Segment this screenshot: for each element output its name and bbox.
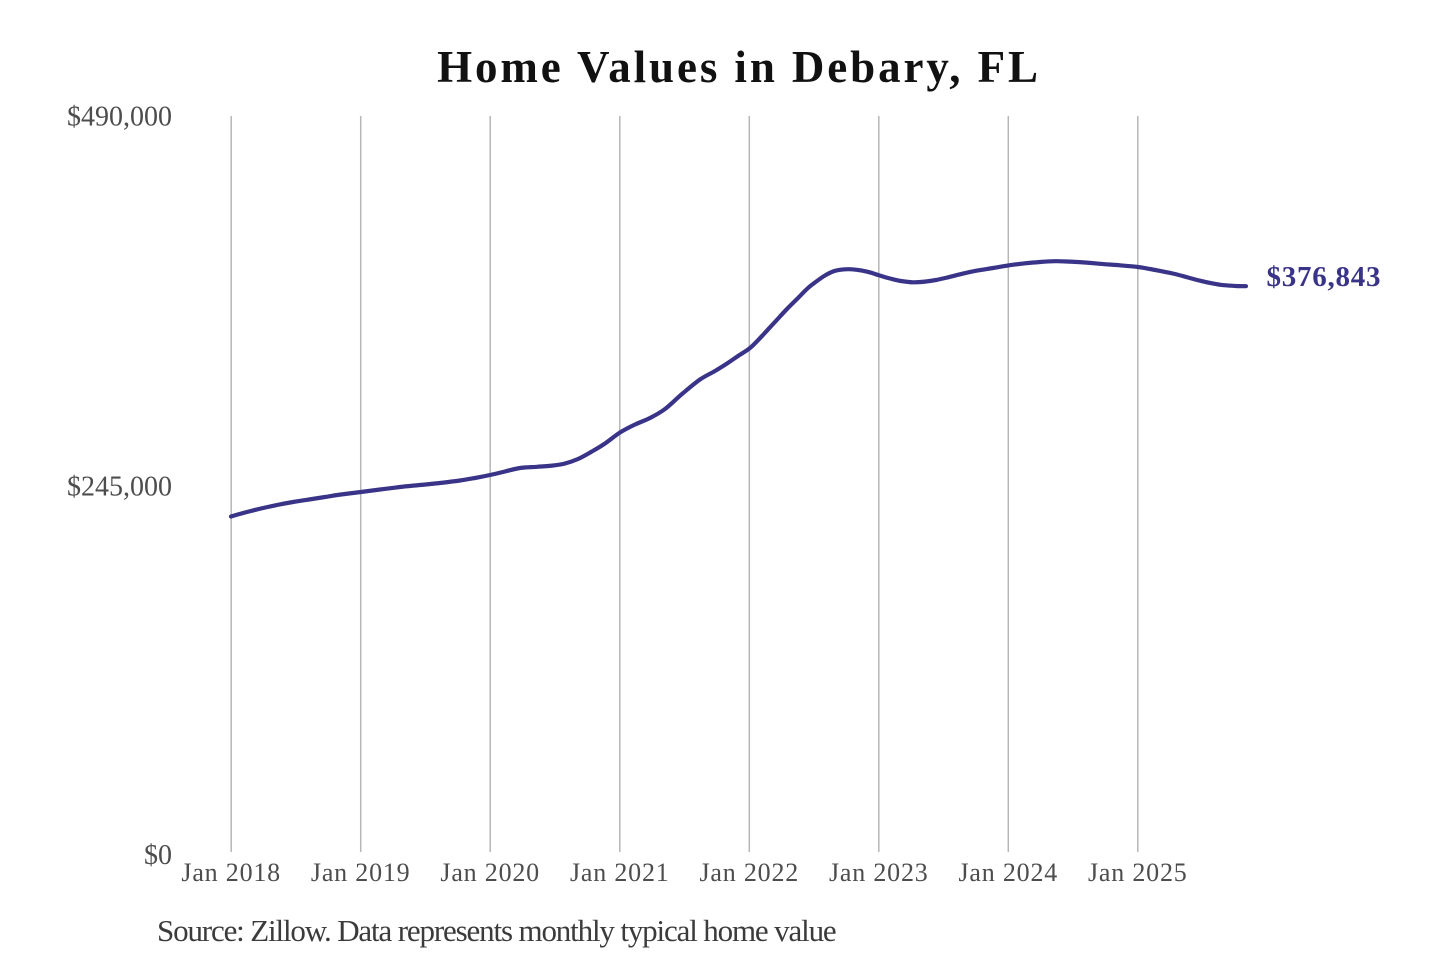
svg-text:Jan 2025: Jan 2025 — [1088, 858, 1188, 887]
svg-text:Jan 2023: Jan 2023 — [829, 858, 929, 887]
svg-text:Jan 2024: Jan 2024 — [959, 858, 1059, 887]
svg-text:Jan 2022: Jan 2022 — [700, 858, 800, 887]
svg-text:Source: Zillow. Data represent: Source: Zillow. Data represents monthly … — [157, 913, 836, 948]
svg-text:Home Values in Debary, FL: Home Values in Debary, FL — [437, 42, 1041, 92]
svg-text:Jan 2020: Jan 2020 — [440, 858, 540, 887]
svg-text:$376,843: $376,843 — [1267, 261, 1382, 293]
svg-text:$0: $0 — [144, 840, 172, 871]
svg-text:Jan 2021: Jan 2021 — [570, 858, 670, 887]
svg-text:$490,000: $490,000 — [67, 102, 172, 133]
svg-text:Jan 2019: Jan 2019 — [311, 858, 411, 887]
svg-text:$245,000: $245,000 — [67, 472, 172, 503]
svg-text:Jan 2018: Jan 2018 — [181, 858, 281, 887]
